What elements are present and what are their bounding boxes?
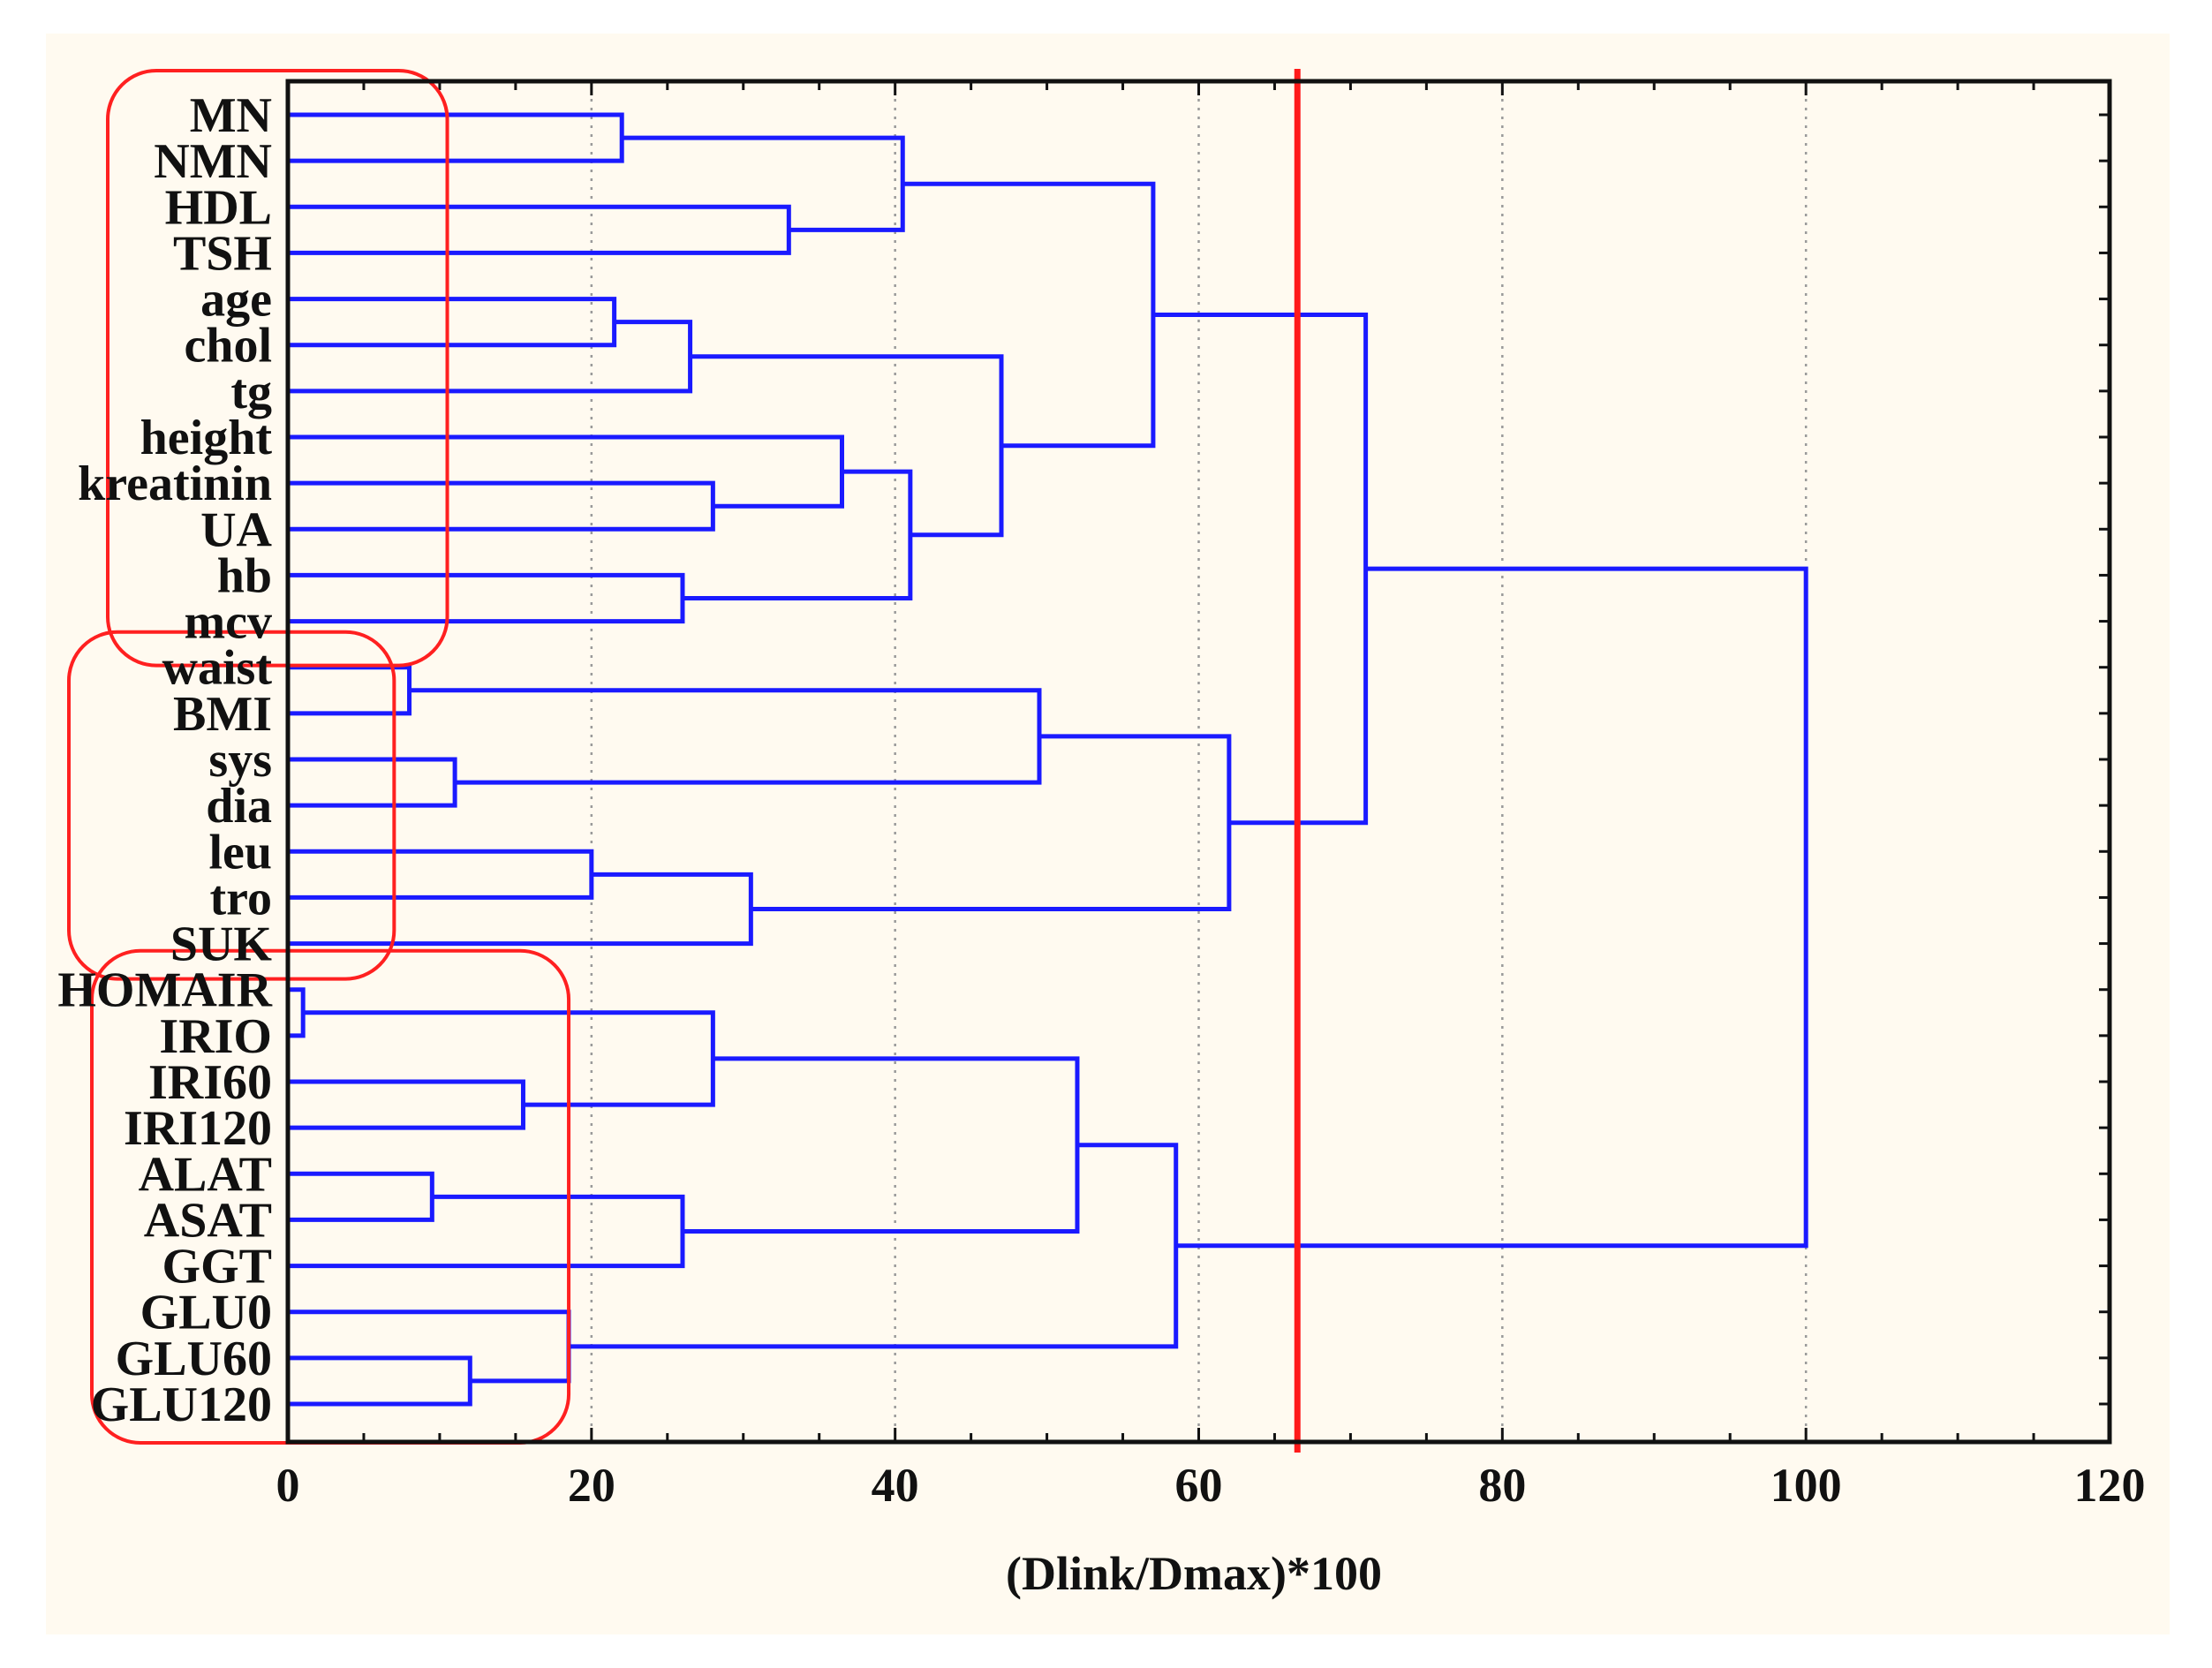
x-tick-label-80: 80 — [1478, 1459, 1526, 1512]
leaf-label-alat: ALAT — [139, 1147, 272, 1202]
link-mn+nmn-hdl+tsh — [622, 135, 905, 232]
leaf-label-hb: hb — [217, 548, 272, 603]
leaf-label-mn: MN — [190, 88, 272, 143]
leaf-label-bmi: BMI — [173, 687, 272, 742]
leaf-label-waist: waist — [162, 641, 273, 696]
leaf-label-asat: ASAT — [144, 1193, 272, 1248]
leaf-label-glu60: GLU60 — [116, 1332, 272, 1386]
leaf-label-hdl: HDL — [165, 180, 272, 235]
leaf-label-homair: HOMAIR — [57, 963, 272, 1018]
x-tick-labels: 0 20 40 60 80 100 120 — [276, 1459, 2146, 1512]
x-tick-label-120: 120 — [2074, 1459, 2146, 1512]
leaf-label-glu0: GLU0 — [140, 1286, 272, 1340]
leaf-label-iri60: IRI60 — [148, 1055, 272, 1110]
x-tick-label-20: 20 — [568, 1459, 615, 1512]
leaf-label-ua: UA — [200, 502, 272, 557]
x-tick-label-0: 0 — [276, 1459, 300, 1512]
leaf-label-age: age — [200, 273, 272, 328]
leaf-label-chol: chol — [184, 319, 272, 374]
link-waist-bmi — [288, 665, 412, 716]
cluster-box-1 — [106, 69, 449, 668]
cluster-box-2 — [67, 630, 396, 981]
x-axis-title: (Dlink/Dmax)*100 — [1006, 1547, 1382, 1600]
leaf-label-sys: sys — [208, 733, 272, 788]
leaf-label-leu: leu — [208, 825, 272, 879]
leaf-label-tg: tg — [230, 365, 272, 419]
leaf-label-kreatinin: kreatinin — [78, 457, 272, 511]
leaf-label-irio: IRIO — [159, 1009, 272, 1064]
x-tick-label-40: 40 — [872, 1459, 919, 1512]
leaf-label-iri120: IRI120 — [124, 1101, 272, 1156]
link-homair..ggt-glu0..glu120 — [569, 1143, 1179, 1349]
leaf-label-suk: SUK — [170, 917, 273, 972]
dendrogram-links — [288, 112, 1808, 1407]
x-tick-label-100: 100 — [1770, 1459, 1842, 1512]
leaf-label-nmn: NMN — [154, 134, 272, 189]
link-sys-dia — [288, 757, 457, 808]
x-tick-label-60: 60 — [1175, 1459, 1223, 1512]
plot-background — [46, 34, 2170, 1634]
leaf-label-ggt: GGT — [162, 1240, 272, 1294]
link-waist..dia-leu..suk — [751, 734, 1232, 911]
link-mn..suk-homair..glu120 — [1175, 566, 1808, 1249]
plot-frame — [285, 79, 2112, 1445]
link-tg-age+chol — [288, 320, 693, 394]
leaf-label-tsh: TSH — [173, 226, 272, 281]
leaf-label-dia: dia — [206, 779, 272, 834]
link-hb-mcv — [288, 572, 685, 624]
leaf-label-mcv: mcv — [184, 595, 272, 650]
leaf-label-height: height — [140, 411, 273, 465]
link-alat+asat-ggt — [288, 1194, 685, 1269]
leaf-label-glu120: GLU120 — [91, 1377, 272, 1432]
link-leu-tro — [288, 849, 594, 900]
cluster-boxes — [67, 69, 571, 1445]
leaf-label-tro: tro — [210, 871, 273, 925]
leaf-labels: MNNMNHDLTSHagecholtgheightkreatininUAhbm… — [57, 88, 272, 1432]
